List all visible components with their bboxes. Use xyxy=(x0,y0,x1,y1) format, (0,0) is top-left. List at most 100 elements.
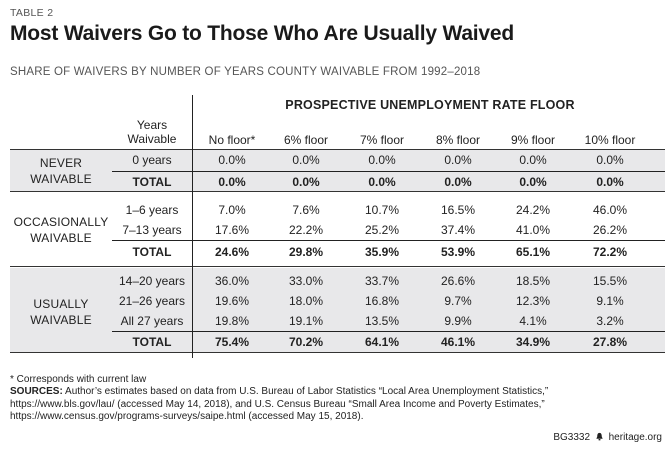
table-cell: 29.8% xyxy=(288,245,324,259)
table-cell: 65.1% xyxy=(515,245,551,259)
table-cell: 13.5% xyxy=(364,314,400,328)
table-cell: 0.0% xyxy=(519,175,547,189)
table-cell: 46.1% xyxy=(440,335,476,349)
sources-text: Author’s estimates based on data from U.… xyxy=(10,386,549,422)
report-id-line: BG3332 heritage.org xyxy=(553,432,662,443)
table-cell: 64.1% xyxy=(364,335,400,349)
row-label: 0 years xyxy=(132,153,172,167)
column-header: 9% floor xyxy=(510,133,556,147)
table-cell: 0.0% xyxy=(596,153,624,167)
table-cell: 9.1% xyxy=(596,294,624,308)
years-waivable-header: Years Waivable xyxy=(112,118,192,146)
table-cell: 18.5% xyxy=(515,274,551,288)
table-cell: 0.0% xyxy=(218,175,246,189)
table-cell: 0.0% xyxy=(444,153,472,167)
table-cell: 36.0% xyxy=(214,274,250,288)
table-cell: 33.0% xyxy=(288,274,324,288)
group-rule xyxy=(10,191,665,192)
column-header: 8% floor xyxy=(435,133,481,147)
column-superheader: PROSPECTIVE UNEMPLOYMENT RATE FLOOR xyxy=(285,98,575,112)
subtitle: SHARE OF WAIVERS BY NUMBER OF YEARS COUN… xyxy=(10,66,481,78)
row-label: All 27 years xyxy=(120,314,184,328)
table-cell: 35.9% xyxy=(364,245,400,259)
table-cell: 24.6% xyxy=(214,245,250,259)
table-row: 14–20 years 36.0% 33.0% 33.7% 26.6% 18.5… xyxy=(112,271,665,291)
footnote: * Corresponds with current law xyxy=(10,374,147,385)
subtotal-rule xyxy=(112,171,665,172)
table-cell: 18.0% xyxy=(288,294,324,308)
column-header: 10% floor xyxy=(584,133,636,147)
table-bottom-rule xyxy=(10,352,665,353)
years-header-line1: Years xyxy=(136,118,168,132)
table-label: TABLE 2 xyxy=(10,7,54,19)
group-label-occasionally: OCCASIONALLY WAIVABLE xyxy=(10,214,112,246)
sources-label: SOURCES: xyxy=(10,386,63,397)
row-label: TOTAL xyxy=(132,175,172,189)
table-cell: 0.0% xyxy=(519,153,547,167)
table-cell: 0.0% xyxy=(292,153,320,167)
table-cell: 19.8% xyxy=(214,314,250,328)
report-id: BG3332 xyxy=(553,432,591,443)
table-cell: 75.4% xyxy=(214,335,250,349)
table-cell: 72.2% xyxy=(592,245,628,259)
group-label-never: NEVER WAIVABLE xyxy=(10,155,112,187)
table-row: 21–26 years 19.6% 18.0% 16.8% 9.7% 12.3%… xyxy=(112,291,665,311)
table-cell: 0.0% xyxy=(292,175,320,189)
band-usually xyxy=(10,268,665,352)
table-cell: 7.0% xyxy=(218,203,246,217)
header-rule xyxy=(10,149,665,150)
table-row: All 27 years 19.8% 19.1% 13.5% 9.9% 4.1%… xyxy=(112,311,665,331)
group-label-line1: OCCASIONALLY xyxy=(13,215,109,229)
row-label: TOTAL xyxy=(132,245,172,259)
table-cell: 41.0% xyxy=(515,223,551,237)
group-label-line2: WAIVABLE xyxy=(30,172,92,186)
table-row: 7–13 years 17.6% 22.2% 25.2% 37.4% 41.0%… xyxy=(112,220,665,240)
table-cell: 0.0% xyxy=(596,175,624,189)
group-label-line2: WAIVABLE xyxy=(30,231,92,245)
row-label: 7–13 years xyxy=(122,223,182,237)
column-header: 7% floor xyxy=(359,133,405,147)
table-cell: 3.2% xyxy=(596,314,624,328)
table-cell: 9.7% xyxy=(444,294,472,308)
group-label-line1: NEVER xyxy=(39,156,83,170)
subtotal-rule xyxy=(112,331,665,332)
column-header: No floor* xyxy=(208,133,256,147)
table-cell: 19.6% xyxy=(214,294,250,308)
subtotal-rule xyxy=(112,240,665,241)
table-cell: 12.3% xyxy=(515,294,551,308)
table-cell: 22.2% xyxy=(288,223,324,237)
table-cell: 25.2% xyxy=(364,223,400,237)
column-divider xyxy=(192,95,193,358)
table-cell: 24.2% xyxy=(515,203,551,217)
table-cell: 16.5% xyxy=(440,203,476,217)
total-row: TOTAL 24.6% 29.8% 35.9% 53.9% 65.1% 72.2… xyxy=(112,242,665,262)
column-header: 6% floor xyxy=(283,133,329,147)
table-cell: 70.2% xyxy=(288,335,324,349)
table-cell: 46.0% xyxy=(592,203,628,217)
row-label: 1–6 years xyxy=(125,203,179,217)
table-cell: 16.8% xyxy=(364,294,400,308)
liberty-bell-icon xyxy=(595,432,604,443)
table-row: 1–6 years 7.0% 7.6% 10.7% 16.5% 24.2% 46… xyxy=(112,200,665,220)
table-cell: 33.7% xyxy=(364,274,400,288)
table-cell: 4.1% xyxy=(519,314,547,328)
table-cell: 0.0% xyxy=(368,175,396,189)
group-label-line1: USUALLY xyxy=(33,297,89,311)
table-cell: 0.0% xyxy=(368,153,396,167)
table-row: 0 years 0.0% 0.0% 0.0% 0.0% 0.0% 0.0% xyxy=(112,150,665,170)
table-cell: 10.7% xyxy=(364,203,400,217)
row-label: 21–26 years xyxy=(118,294,186,308)
group-label-line2: WAIVABLE xyxy=(30,313,92,327)
table-cell: 0.0% xyxy=(218,153,246,167)
table-cell: 27.8% xyxy=(592,335,628,349)
table-cell: 53.9% xyxy=(440,245,476,259)
table-cell: 15.5% xyxy=(592,274,628,288)
table-cell: 19.1% xyxy=(288,314,324,328)
total-row: TOTAL 75.4% 70.2% 64.1% 46.1% 34.9% 27.8… xyxy=(112,332,665,352)
group-rule xyxy=(10,266,665,267)
sources: SOURCES: Author’s estimates based on dat… xyxy=(10,386,650,424)
years-header-line2: Waivable xyxy=(127,132,177,146)
band-never xyxy=(10,149,665,191)
row-label: 14–20 years xyxy=(118,274,186,288)
row-label: TOTAL xyxy=(132,335,172,349)
